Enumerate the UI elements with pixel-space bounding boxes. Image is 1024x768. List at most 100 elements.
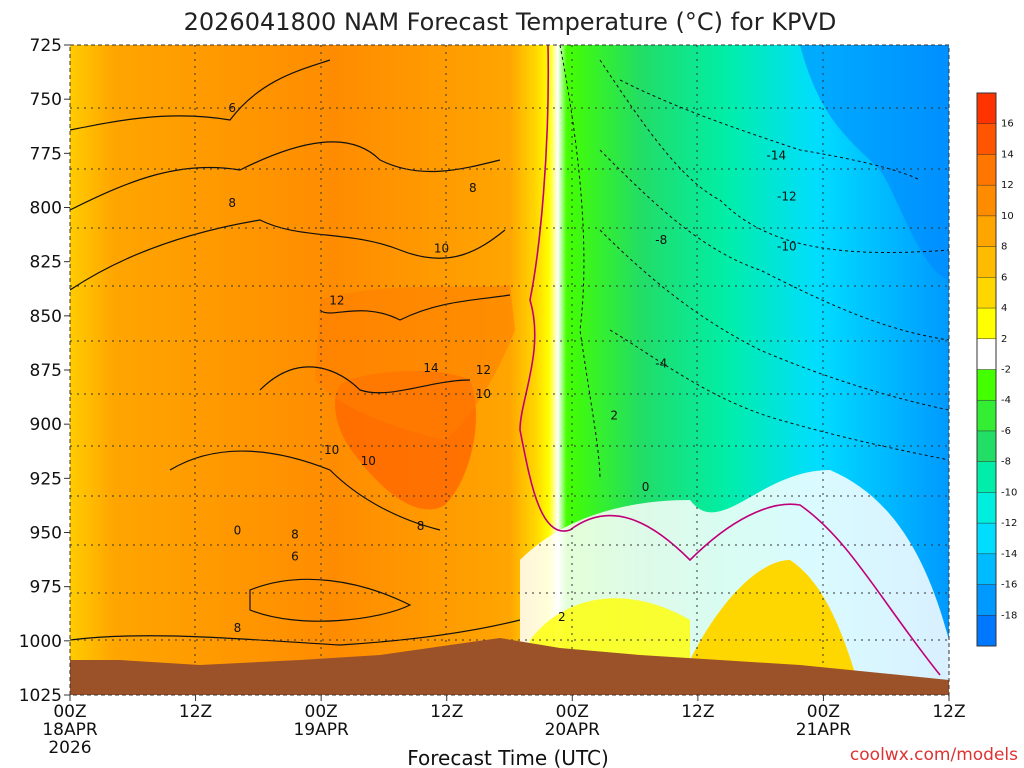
y-tick-label: 775 xyxy=(30,144,62,164)
surface-terrain xyxy=(70,638,949,695)
contour-label: 12 xyxy=(476,363,491,377)
y-tick-label: 750 xyxy=(30,90,62,110)
colorbar-swatch xyxy=(977,523,996,555)
y-tick-label: 975 xyxy=(30,578,62,598)
colorbar-label: -10 xyxy=(1001,487,1017,498)
credit-link[interactable]: coolwx.com/models xyxy=(850,745,1018,765)
contour-line xyxy=(70,219,506,291)
contour-label: -12 xyxy=(777,190,797,204)
contour-label: 2 xyxy=(610,409,618,423)
contour-label: -14 xyxy=(767,149,787,163)
contour-label: 12 xyxy=(329,294,344,308)
contour-line xyxy=(619,79,921,181)
colorbar-label: 12 xyxy=(1001,180,1014,191)
colorbar-swatch xyxy=(977,215,996,248)
colorbar-swatch xyxy=(977,338,996,370)
colorbar-label: -6 xyxy=(1001,426,1011,437)
contour-lines xyxy=(70,59,521,646)
contour-line xyxy=(599,229,949,411)
colorbar-label: 8 xyxy=(1001,242,1007,253)
x-tick-label: 00Z xyxy=(305,702,338,722)
x-tick-label: 18APR xyxy=(42,720,98,740)
warm-region xyxy=(315,285,515,440)
colorbar-swatch xyxy=(977,584,996,616)
colorbar-label: -2 xyxy=(1001,365,1011,376)
x-tick-label: 00Z xyxy=(53,702,86,722)
colorbar-swatch xyxy=(977,308,996,340)
contour-line xyxy=(319,294,511,321)
contour-label: 8 xyxy=(417,519,425,533)
x-tick-label: 12Z xyxy=(430,702,463,722)
colorbar-swatch xyxy=(977,154,996,186)
contour-label: 10 xyxy=(324,443,339,457)
plot-area xyxy=(70,45,949,695)
contour-label: 8 xyxy=(469,181,477,195)
y-tick-label: 925 xyxy=(30,469,62,489)
y-tick-label: 875 xyxy=(30,361,62,381)
negative-contours xyxy=(559,45,949,481)
contour-label: 8 xyxy=(228,196,236,210)
contour-label: 0 xyxy=(642,480,650,494)
x-tick-label: 21APR xyxy=(796,720,852,740)
colorbar-swatch xyxy=(977,277,996,309)
contour-label: 10 xyxy=(361,454,376,468)
contour-labels: 6 8 8 10 12 14 12 10 10 10 8 8 6 0 8 2 0 2 -4 -8 -10 -12 -14 xyxy=(228,101,796,635)
contour-label: 8 xyxy=(291,528,299,542)
x-tick-label: 19APR xyxy=(293,720,349,740)
contour-label: 6 xyxy=(291,549,299,563)
colorbar-label: 10 xyxy=(1001,211,1014,222)
y-tick-label: 1000 xyxy=(19,632,62,652)
y-tick-label: 825 xyxy=(30,253,62,273)
x-tick-label: 2026 xyxy=(48,738,91,758)
contour-label: 8 xyxy=(234,621,242,635)
contour-line xyxy=(259,366,471,394)
colorbar-swatch xyxy=(977,400,996,432)
colorbar-label: 2 xyxy=(1001,334,1007,345)
colorbar-label: -18 xyxy=(1001,610,1017,621)
contour-label: 2 xyxy=(558,610,566,624)
chart-title: 2026041800 NAM Forecast Temperature (°C)… xyxy=(184,8,837,36)
contour-label: 6 xyxy=(228,101,236,115)
colorbar-label: -8 xyxy=(1001,457,1011,468)
contour-line xyxy=(599,59,949,254)
colorbar-label: 4 xyxy=(1001,303,1007,314)
colorbar-label: 14 xyxy=(1001,149,1014,160)
contour-label: 10 xyxy=(434,242,449,256)
colorbar-swatch xyxy=(977,461,996,493)
colorbar-swatch xyxy=(977,123,996,155)
colorbar-label: 16 xyxy=(1001,119,1014,130)
colorbar-label: -16 xyxy=(1001,580,1017,591)
contour-label: -8 xyxy=(655,233,667,247)
colorbar-swatch xyxy=(977,492,996,524)
y-axis: 725 750 775 800 825 850 875 900 925 950 975 1000 102… xyxy=(19,36,70,706)
contour-line xyxy=(169,450,441,531)
x-tick-label: 00Z xyxy=(556,702,589,722)
y-tick-label: 850 xyxy=(30,307,62,327)
contour-line xyxy=(70,619,521,646)
x-tick-label: 20APR xyxy=(545,720,601,740)
y-tick-label: 725 xyxy=(30,36,62,56)
contour-line xyxy=(70,59,331,131)
colorbar-swatch xyxy=(977,246,996,278)
contour-line xyxy=(70,141,501,211)
colorbar-swatch xyxy=(977,93,996,125)
colorbar-label: 6 xyxy=(1001,272,1007,283)
colorbar-swatch xyxy=(977,553,996,586)
x-tick-label: 00Z xyxy=(807,702,840,722)
contour-line xyxy=(559,45,601,481)
colorbar-swatch xyxy=(977,185,996,217)
y-tick-label: 900 xyxy=(30,415,62,435)
y-tick-label: 950 xyxy=(30,524,62,544)
colorbar-label: -12 xyxy=(1001,518,1017,529)
x-tick-label: 12Z xyxy=(932,702,965,722)
contour-line xyxy=(249,578,412,622)
zero-contours xyxy=(519,45,941,676)
colorbar-label: -14 xyxy=(1001,549,1017,560)
contour-line xyxy=(609,329,949,461)
x-tick-label: 12Z xyxy=(681,702,714,722)
zero-contour-line xyxy=(519,45,941,676)
cold-pool-region xyxy=(800,45,949,280)
colorbar: 16 14 12 10 8 6 4 2 -2 -4 -6 -8 -10 -12 -14 -16 -18 xyxy=(976,92,1017,647)
